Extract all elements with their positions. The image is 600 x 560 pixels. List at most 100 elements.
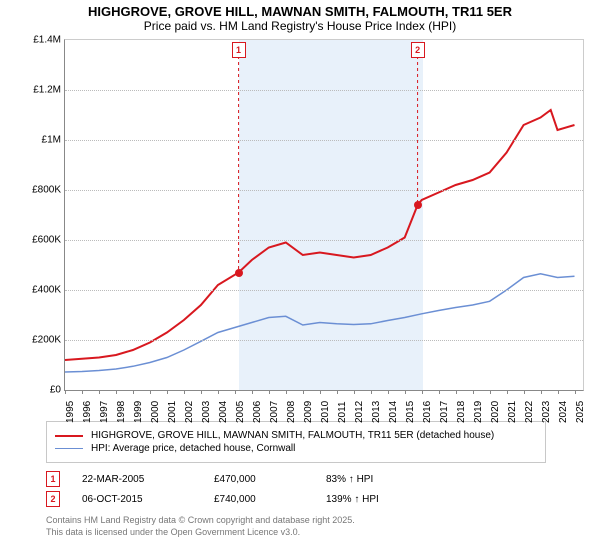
x-tick: [99, 390, 100, 394]
x-tick: [371, 390, 372, 394]
x-axis-label: 2013: [371, 407, 382, 423]
y-axis-label: £600K: [31, 235, 61, 246]
chart-title-block: HIGHGROVE, GROVE HILL, MAWNAN SMITH, FAL…: [0, 0, 600, 35]
title-line-2: Price paid vs. HM Land Registry's House …: [0, 19, 600, 33]
event-dot-2: [414, 201, 422, 209]
x-tick: [116, 390, 117, 394]
legend-label: HPI: Average price, detached house, Corn…: [91, 443, 295, 454]
event-marker-2: 2: [411, 42, 425, 58]
x-tick: [320, 390, 321, 394]
x-axis-label: 2005: [235, 407, 246, 423]
x-axis-label: 2016: [422, 407, 433, 423]
gridline: [65, 290, 583, 291]
x-tick: [490, 390, 491, 394]
x-axis-label: 2000: [150, 407, 161, 423]
y-axis-label: £800K: [31, 185, 61, 196]
event-row: 2 06-OCT-2015 £740,000 139% ↑ HPI: [46, 491, 600, 507]
x-tick: [218, 390, 219, 394]
event-table: 1 22-MAR-2005 £470,000 83% ↑ HPI 2 06-OCT-201…: [46, 471, 600, 507]
x-tick: [337, 390, 338, 394]
y-axis-label: £1.4M: [31, 35, 61, 46]
x-axis-label: 2004: [218, 407, 229, 423]
chart-svg: [65, 40, 583, 390]
event-pct: 83% ↑ HPI: [326, 474, 373, 485]
x-axis-label: 2021: [507, 407, 518, 423]
x-axis-label: 2007: [269, 407, 280, 423]
y-axis-label: £200K: [31, 335, 61, 346]
x-tick: [575, 390, 576, 394]
x-axis-label: 2014: [388, 407, 399, 423]
event-index-box: 1: [46, 471, 60, 487]
title-line-1: HIGHGROVE, GROVE HILL, MAWNAN SMITH, FAL…: [0, 4, 600, 19]
legend-row: HPI: Average price, detached house, Corn…: [55, 443, 537, 454]
event-price: £470,000: [214, 474, 304, 485]
x-axis-label: 1995: [65, 407, 76, 423]
x-axis-label: 2024: [558, 407, 569, 423]
x-axis-label: 2001: [167, 407, 178, 423]
x-tick: [269, 390, 270, 394]
footer-line-1: Contains HM Land Registry data © Crown c…: [46, 515, 600, 527]
x-axis-label: 2003: [201, 407, 212, 423]
x-tick: [82, 390, 83, 394]
footer-attribution: Contains HM Land Registry data © Crown c…: [46, 515, 600, 538]
gridline: [65, 240, 583, 241]
x-axis-label: 2002: [184, 407, 195, 423]
x-axis-label: 2020: [490, 407, 501, 423]
y-axis-label: £1.2M: [31, 85, 61, 96]
x-axis-label: 2012: [354, 407, 365, 423]
x-axis-label: 1997: [99, 407, 110, 423]
x-axis-label: 2022: [524, 407, 535, 423]
x-tick: [524, 390, 525, 394]
y-axis-label: £0: [31, 385, 61, 396]
legend-swatch: [55, 448, 83, 449]
footer-line-2: This data is licensed under the Open Gov…: [46, 527, 600, 539]
x-axis-label: 2015: [405, 407, 416, 423]
x-axis-label: 2009: [303, 407, 314, 423]
x-axis-label: 2018: [456, 407, 467, 423]
x-axis-label: 2010: [320, 407, 331, 423]
legend-row: HIGHGROVE, GROVE HILL, MAWNAN SMITH, FAL…: [55, 430, 537, 441]
event-date: 06-OCT-2015: [82, 494, 192, 505]
event-row: 1 22-MAR-2005 £470,000 83% ↑ HPI: [46, 471, 600, 487]
x-tick: [201, 390, 202, 394]
x-tick: [388, 390, 389, 394]
gridline: [65, 190, 583, 191]
event-index-box: 2: [46, 491, 60, 507]
legend-label: HIGHGROVE, GROVE HILL, MAWNAN SMITH, FAL…: [91, 430, 494, 441]
x-axis-label: 2025: [575, 407, 586, 423]
x-tick: [507, 390, 508, 394]
event-pct: 139% ↑ HPI: [326, 494, 379, 505]
x-tick: [286, 390, 287, 394]
x-tick: [65, 390, 66, 394]
series-hpi: [65, 274, 575, 372]
legend-swatch: [55, 435, 83, 437]
x-tick: [354, 390, 355, 394]
chart-area: £0£200K£400K£600K£800K£1M£1.2M£1.4M19951…: [30, 35, 590, 415]
x-tick: [150, 390, 151, 394]
x-axis-label: 2011: [337, 407, 348, 423]
x-tick: [422, 390, 423, 394]
x-tick: [439, 390, 440, 394]
x-axis-label: 2008: [286, 407, 297, 423]
gridline: [65, 140, 583, 141]
x-axis-label: 2019: [473, 407, 484, 423]
y-axis-label: £400K: [31, 285, 61, 296]
x-axis-label: 2023: [541, 407, 552, 423]
x-tick: [541, 390, 542, 394]
x-tick: [303, 390, 304, 394]
x-tick: [405, 390, 406, 394]
x-tick: [473, 390, 474, 394]
legend-box: HIGHGROVE, GROVE HILL, MAWNAN SMITH, FAL…: [46, 421, 546, 463]
x-tick: [558, 390, 559, 394]
event-dot-1: [235, 269, 243, 277]
x-axis-label: 2006: [252, 407, 263, 423]
event-marker-1: 1: [232, 42, 246, 58]
x-axis-label: 1996: [82, 407, 93, 423]
x-tick: [252, 390, 253, 394]
x-tick: [184, 390, 185, 394]
event-price: £740,000: [214, 494, 304, 505]
x-tick: [133, 390, 134, 394]
x-axis-label: 1998: [116, 407, 127, 423]
event-date: 22-MAR-2005: [82, 474, 192, 485]
x-tick: [167, 390, 168, 394]
